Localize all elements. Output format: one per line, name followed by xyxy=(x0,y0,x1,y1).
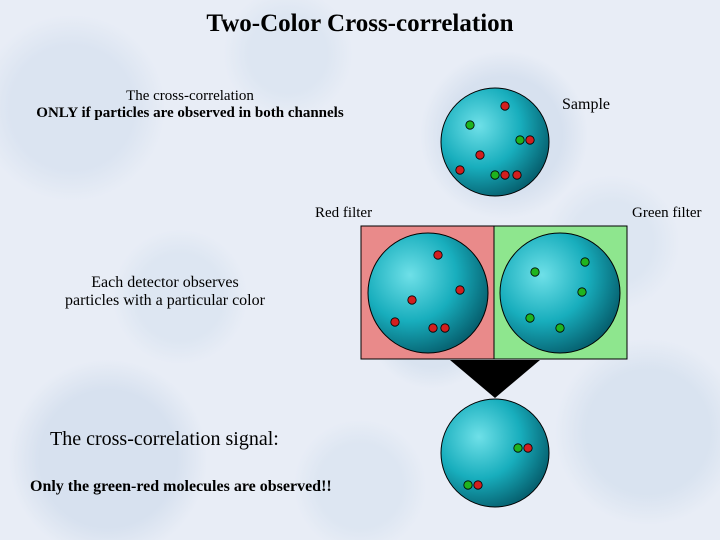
green-channel-sphere-dot-0 xyxy=(531,268,539,276)
sample-sphere-dot-4 xyxy=(476,151,484,159)
sample-sphere-dot-2 xyxy=(516,136,524,144)
green-channel-sphere-dot-1 xyxy=(581,258,589,266)
red-channel-sphere-dot-1 xyxy=(456,286,464,294)
result-sphere-dot-3 xyxy=(474,481,482,489)
red-channel-sphere xyxy=(368,233,488,353)
green-channel-sphere-dot-2 xyxy=(578,288,586,296)
red-channel-sphere-dot-0 xyxy=(434,251,442,259)
converge-triangle xyxy=(450,360,540,398)
green-channel-sphere xyxy=(500,233,620,353)
result-sphere-dot-0 xyxy=(514,444,522,452)
red-channel-sphere-dot-4 xyxy=(429,324,437,332)
result-sphere-dot-1 xyxy=(524,444,532,452)
sample-sphere-dot-8 xyxy=(513,171,521,179)
red-channel-sphere-dot-2 xyxy=(408,296,416,304)
result-sphere-dot-2 xyxy=(464,481,472,489)
sample-sphere-dot-6 xyxy=(491,171,499,179)
sample-sphere-dot-3 xyxy=(526,136,534,144)
sample-sphere-dot-1 xyxy=(466,121,474,129)
sample-sphere-dot-5 xyxy=(456,166,464,174)
green-channel-sphere-dot-4 xyxy=(556,324,564,332)
result-sphere xyxy=(441,399,549,507)
sample-sphere-dot-0 xyxy=(501,102,509,110)
sample-sphere-dot-7 xyxy=(501,171,509,179)
green-channel-sphere-dot-3 xyxy=(526,314,534,322)
red-channel-sphere-dot-3 xyxy=(391,318,399,326)
sample-sphere xyxy=(441,88,549,196)
red-channel-sphere-dot-5 xyxy=(441,324,449,332)
diagram xyxy=(0,0,720,545)
